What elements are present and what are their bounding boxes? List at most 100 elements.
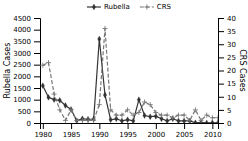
series-marker — [153, 110, 158, 115]
y2-axis-tick-label: 10 — [227, 93, 236, 101]
series-marker — [52, 97, 55, 103]
y2-axis-tick-label: 20 — [227, 67, 236, 75]
series-marker — [80, 118, 85, 123]
y2-axis-tick-mark — [218, 57, 224, 58]
series-marker — [119, 113, 124, 118]
y-axis-tick-mark — [34, 111, 40, 112]
series-marker — [165, 118, 168, 123]
series-marker — [41, 83, 44, 89]
y2-axis-tick-label: 30 — [227, 41, 236, 49]
y2-axis-tick-mark — [218, 110, 224, 111]
series-marker — [199, 118, 204, 123]
series-marker — [103, 92, 106, 98]
series-marker — [109, 117, 112, 123]
series-marker — [148, 114, 151, 120]
series-marker — [170, 115, 175, 120]
y-axis-tick-label: 500 — [18, 108, 31, 116]
y2-axis-tick: 30 — [218, 41, 236, 49]
x-axis-tick-label: 1985 — [63, 131, 81, 139]
x-axis-tick-label: 1995 — [119, 131, 137, 139]
series-marker — [143, 113, 146, 119]
series-marker — [216, 115, 219, 120]
y-axis-tick-label: 3000 — [13, 50, 31, 58]
series-marker — [120, 118, 123, 123]
series-marker — [86, 118, 91, 123]
y-axis-tick: 0 — [27, 120, 40, 128]
series-marker — [193, 107, 198, 112]
series-marker — [159, 113, 164, 118]
x-axis-tick-mark — [43, 123, 44, 129]
x-axis-tick-mark — [128, 123, 129, 129]
series-line — [43, 39, 218, 123]
y2-axis-tick-mark — [218, 71, 224, 72]
y2-axis-tick: 15 — [218, 80, 236, 88]
y-axis: 050010001500200025003000350040004500 — [13, 15, 40, 128]
series-marker — [176, 113, 181, 118]
y-axis-tick-mark — [34, 76, 40, 77]
x-axis-tick-label: 1980 — [34, 131, 52, 139]
legend-marker — [144, 5, 149, 10]
legend-label: Rubella — [104, 3, 130, 11]
y-axis-tick: 3500 — [13, 38, 40, 46]
series-marker — [216, 120, 218, 123]
series-marker — [204, 113, 209, 118]
y2-axis-tick-mark — [218, 84, 224, 85]
series-marker — [210, 115, 215, 120]
y2-axis-tick-mark — [218, 44, 224, 45]
y2-axis-tick: 25 — [218, 54, 236, 62]
y2-axis-tick: 20 — [218, 67, 236, 75]
y-axis-tick-label: 4000 — [13, 26, 31, 34]
x-axis-tick: 2010 — [204, 123, 222, 139]
series-marker — [114, 113, 119, 118]
x-axis-tick-mark — [156, 123, 157, 129]
x-axis-tick: 1985 — [63, 123, 81, 139]
legend-item: Rubella — [87, 3, 130, 11]
series-marker — [69, 107, 74, 112]
x-axis-tick-mark — [99, 123, 100, 129]
series-marker — [136, 110, 141, 115]
series-marker — [131, 113, 136, 118]
y2-axis-tick-mark — [218, 97, 224, 98]
series-marker — [177, 118, 180, 123]
series-marker — [46, 60, 51, 65]
y2-axis-tick: 0 — [218, 120, 231, 128]
y2-axis-line — [219, 19, 225, 124]
x-axis-tick-label: 1990 — [91, 131, 109, 139]
series-marker — [64, 103, 67, 109]
y-axis-tick-label: 0 — [27, 120, 31, 128]
x-axis-tick-label: 2010 — [204, 131, 222, 139]
series-marker — [187, 118, 192, 123]
y2-axis-tick: 40 — [218, 15, 236, 23]
series-marker — [132, 118, 135, 123]
y2-axis-tick-label: 0 — [227, 120, 231, 128]
y2-axis-tick-label: 15 — [227, 80, 236, 88]
series-marker — [182, 113, 187, 118]
x-axis-tick: 1995 — [119, 123, 137, 139]
x-axis-tick-mark — [184, 123, 185, 129]
series-marker — [102, 26, 107, 31]
y2-axis-tick-mark — [218, 123, 224, 124]
y2-axis-tick-label: 40 — [227, 15, 236, 23]
legend-label: CRS — [157, 3, 172, 11]
series-marker — [86, 116, 89, 122]
y-axis-tick-mark — [34, 100, 40, 101]
y-axis-title: Rubella Cases — [3, 43, 12, 99]
y-axis-line — [34, 19, 41, 124]
y-axis-tick-mark — [34, 65, 40, 66]
y-axis-tick-label: 4500 — [13, 15, 31, 23]
legend: Rubella CRS — [87, 3, 172, 11]
y-axis-tick-label: 1000 — [13, 96, 31, 104]
legend-item: CRS — [140, 3, 172, 11]
y2-axis-tick-mark — [218, 18, 224, 19]
series-marker — [52, 92, 57, 97]
series-marker — [63, 118, 68, 123]
y-axis-tick-mark — [34, 30, 40, 31]
y-axis-tick-label: 3500 — [13, 38, 31, 46]
y2-axis-tick: 35 — [218, 28, 236, 36]
y-axis-tick: 1000 — [13, 96, 40, 104]
y2-axis-tick-label: 35 — [227, 28, 236, 36]
y-axis-tick-mark — [34, 123, 40, 124]
y-axis-tick-mark — [34, 53, 40, 54]
series-marker — [57, 107, 62, 112]
series-marker — [194, 120, 197, 123]
